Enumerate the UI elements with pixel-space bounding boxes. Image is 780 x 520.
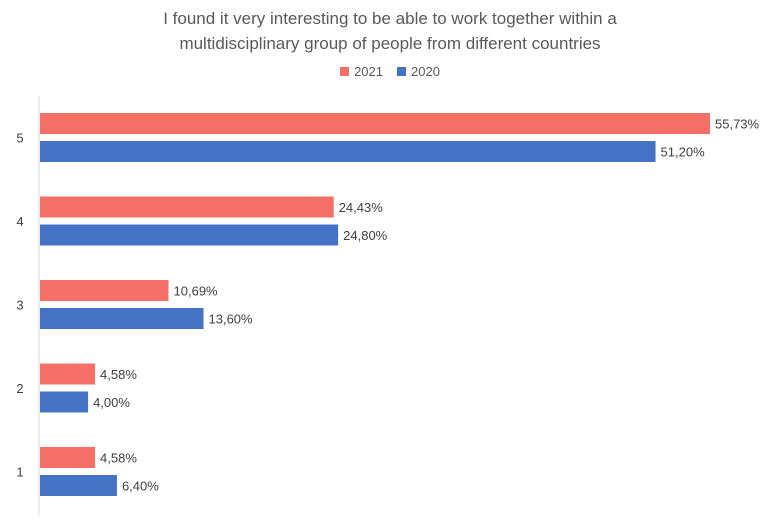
bar-2021-cat-1 bbox=[40, 447, 96, 468]
data-label-2021-cat-3: 10,69% bbox=[174, 284, 219, 299]
bar-2020-cat-1 bbox=[40, 475, 117, 496]
data-label-2021-cat-4: 24,43% bbox=[339, 200, 384, 215]
data-label-2020-cat-1: 6,40% bbox=[122, 479, 159, 494]
legend-swatch-2021 bbox=[340, 67, 350, 76]
category-tick-3: 3 bbox=[16, 298, 23, 313]
legend-label-2020: 2020 bbox=[411, 64, 440, 79]
bars-group bbox=[40, 113, 710, 496]
bar-2021-cat-5 bbox=[40, 113, 710, 134]
tick-labels-group: 5 4 3 2 1 bbox=[16, 131, 23, 480]
bar-2020-cat-5 bbox=[40, 141, 656, 162]
bar-2020-cat-3 bbox=[40, 308, 204, 329]
bar-2021-cat-2 bbox=[40, 363, 96, 385]
data-label-2020-cat-5: 51,20% bbox=[661, 145, 706, 160]
bar-2021-cat-3 bbox=[40, 280, 169, 301]
category-tick-2: 2 bbox=[16, 381, 23, 396]
bar-2020-cat-2 bbox=[40, 391, 89, 413]
category-tick-5: 5 bbox=[16, 131, 23, 146]
data-label-2020-cat-4: 24,80% bbox=[343, 228, 388, 243]
legend-item-2021: 2021 bbox=[340, 64, 383, 79]
data-labels-group: 55,73% 51,20% 24,43% 24,80% 10,69% 13,60% 4,58… bbox=[93, 117, 759, 494]
data-label-2021-cat-2: 4,58% bbox=[100, 367, 137, 382]
data-label-2020-cat-3: 13,60% bbox=[209, 312, 254, 327]
data-label-2021-cat-1: 4,58% bbox=[100, 451, 137, 466]
data-label-2020-cat-2: 4,00% bbox=[93, 395, 130, 410]
chart-title-line-2: multidisciplinary group of people from d… bbox=[179, 34, 601, 53]
legend-swatch-2020 bbox=[397, 67, 406, 76]
legend-label-2021: 2021 bbox=[354, 64, 383, 79]
bar-2020-cat-4 bbox=[40, 224, 339, 246]
category-tick-1: 1 bbox=[16, 465, 23, 480]
legend: 2021 2020 bbox=[0, 64, 780, 79]
legend-item-2020: 2020 bbox=[397, 64, 440, 79]
chart-title-line-1: I found it very interesting to be able t… bbox=[163, 9, 617, 28]
data-label-2021-cat-5: 55,73% bbox=[715, 117, 760, 132]
bar-2021-cat-4 bbox=[40, 196, 334, 218]
chart-title: I found it very interesting to be able t… bbox=[0, 6, 780, 56]
category-tick-4: 4 bbox=[16, 214, 23, 229]
